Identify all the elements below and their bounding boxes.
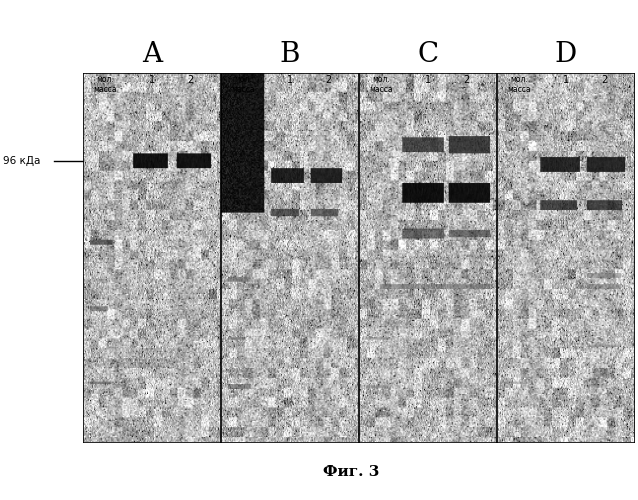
Text: 96 кДа: 96 кДа: [3, 156, 41, 166]
Text: 2: 2: [463, 75, 470, 85]
Text: B: B: [279, 40, 300, 68]
Text: 2: 2: [325, 75, 332, 85]
Text: 2: 2: [188, 75, 194, 85]
Text: мол.
масса: мол. масса: [93, 75, 117, 94]
Text: мол.
масса: мол. масса: [507, 75, 531, 94]
Text: мол.
масса: мол. масса: [369, 75, 393, 94]
Text: 1: 1: [563, 75, 569, 85]
Text: Фиг. 3: Фиг. 3: [323, 466, 379, 479]
Text: A: A: [142, 40, 162, 68]
Text: 1: 1: [287, 75, 293, 85]
Text: 1: 1: [425, 75, 431, 85]
Text: C: C: [417, 40, 438, 68]
Text: мол.
масса: мол. масса: [231, 75, 255, 94]
Text: 1: 1: [149, 75, 155, 85]
Text: D: D: [554, 40, 577, 68]
Text: 2: 2: [602, 75, 607, 85]
